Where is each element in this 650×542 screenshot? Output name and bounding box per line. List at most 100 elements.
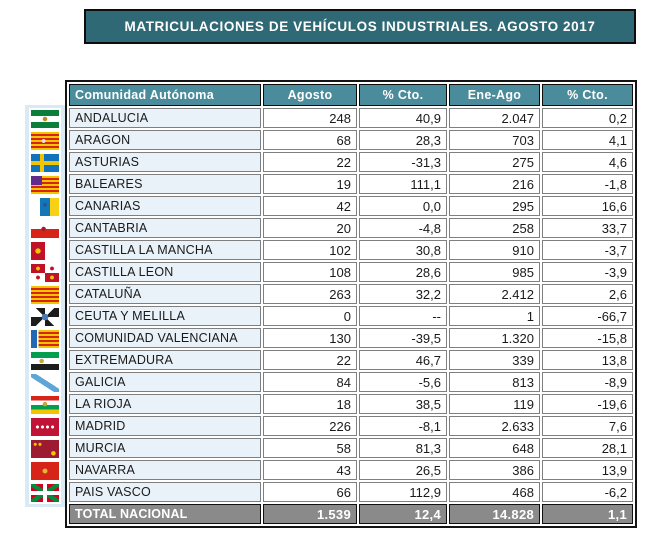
value-ene-ago: 2.412: [449, 284, 540, 304]
value-agosto: 0: [263, 306, 357, 326]
value-pct-cto-agosto: 0,0: [359, 196, 447, 216]
registrations-table: Comunidad Autónoma Agosto % Cto. Ene-Ago…: [65, 80, 637, 528]
table-row: PAIS VASCO 66 112,9 468 -6,2: [69, 482, 633, 502]
flag-galicia-icon: [31, 374, 59, 392]
value-ene-ago: 119: [449, 394, 540, 414]
value-ene-ago: 339: [449, 350, 540, 370]
value-ene-ago: 910: [449, 240, 540, 260]
flag-slot: [25, 196, 65, 218]
value-pct-cto-ene-ago: 16,6: [542, 196, 633, 216]
value-pct-cto-agosto: 111,1: [359, 174, 447, 194]
col-header-agosto: Agosto: [263, 84, 357, 106]
value-pct-cto-ene-ago: -15,8: [542, 328, 633, 348]
table-row: GALICIA 84 -5,6 813 -8,9: [69, 372, 633, 392]
total-ene-ago: 14.828: [449, 504, 540, 524]
value-ene-ago: 648: [449, 438, 540, 458]
flag-slot: [25, 262, 65, 284]
region-name: CANARIAS: [69, 196, 261, 216]
value-pct-cto-agosto: -39,5: [359, 328, 447, 348]
value-pct-cto-agosto: 38,5: [359, 394, 447, 414]
table-row: MURCIA 58 81,3 648 28,1: [69, 438, 633, 458]
region-name: ASTURIAS: [69, 152, 261, 172]
value-ene-ago: 1: [449, 306, 540, 326]
region-name: CASTILLA LEON: [69, 262, 261, 282]
value-pct-cto-agosto: 28,6: [359, 262, 447, 282]
table-row: BALEARES 19 111,1 216 -1,8: [69, 174, 633, 194]
value-pct-cto-ene-ago: -1,8: [542, 174, 633, 194]
value-pct-cto-ene-ago: -6,2: [542, 482, 633, 502]
flag-madrid-icon: [31, 418, 59, 436]
value-pct-cto-ene-ago: 2,6: [542, 284, 633, 304]
value-ene-ago: 386: [449, 460, 540, 480]
region-name: CEUTA Y MELILLA: [69, 306, 261, 326]
value-agosto: 19: [263, 174, 357, 194]
col-header-comunidad-autonoma: Comunidad Autónoma: [69, 84, 261, 106]
region-name: EXTREMADURA: [69, 350, 261, 370]
flag-slot: [25, 394, 65, 416]
value-pct-cto-ene-ago: 0,2: [542, 108, 633, 128]
value-pct-cto-agosto: -8,1: [359, 416, 447, 436]
table-row: EXTREMADURA 22 46,7 339 13,8: [69, 350, 633, 370]
total-pct-cto-ene-ago: 1,1: [542, 504, 633, 524]
region-name: ARAGON: [69, 130, 261, 150]
value-agosto: 130: [263, 328, 357, 348]
flag-slot: [25, 416, 65, 438]
value-agosto: 68: [263, 130, 357, 150]
total-agosto: 1.539: [263, 504, 357, 524]
value-ene-ago: 703: [449, 130, 540, 150]
table-body: ANDALUCIA 248 40,9 2.047 0,2 ARAGON 68 28,3 703 4…: [69, 108, 633, 502]
value-pct-cto-ene-ago: -3,9: [542, 262, 633, 282]
flag-pais-vasco-icon: [31, 484, 59, 502]
region-name: GALICIA: [69, 372, 261, 392]
table-row: CATALUÑA 263 32,2 2.412 2,6: [69, 284, 633, 304]
value-agosto: 66: [263, 482, 357, 502]
flag-slot: [25, 460, 65, 482]
flag-cantabria-icon: [31, 220, 59, 238]
flag-slot: [25, 328, 65, 350]
flag-slot: [25, 174, 65, 196]
table-row: LA RIOJA 18 38,5 119 -19,6: [69, 394, 633, 414]
value-pct-cto-agosto: -5,6: [359, 372, 447, 392]
value-agosto: 226: [263, 416, 357, 436]
value-ene-ago: 2.047: [449, 108, 540, 128]
value-pct-cto-ene-ago: 13,8: [542, 350, 633, 370]
region-name: COMUNIDAD VALENCIANA: [69, 328, 261, 348]
table-row: COMUNIDAD VALENCIANA 130 -39,5 1.320 -15,8: [69, 328, 633, 348]
value-ene-ago: 985: [449, 262, 540, 282]
value-agosto: 108: [263, 262, 357, 282]
col-header-pct-cto-agosto: % Cto.: [359, 84, 447, 106]
region-name: LA RIOJA: [69, 394, 261, 414]
value-pct-cto-agosto: 46,7: [359, 350, 447, 370]
value-agosto: 43: [263, 460, 357, 480]
flag-strip: [25, 105, 65, 507]
region-name: PAIS VASCO: [69, 482, 261, 502]
region-name: CATALUÑA: [69, 284, 261, 304]
flag-murcia-icon: [31, 440, 59, 458]
table-row: ASTURIAS 22 -31,3 275 4,6: [69, 152, 633, 172]
value-agosto: 22: [263, 350, 357, 370]
table-row: CASTILLA LEON 108 28,6 985 -3,9: [69, 262, 633, 282]
value-pct-cto-agosto: 81,3: [359, 438, 447, 458]
table-row: MADRID 226 -8,1 2.633 7,6: [69, 416, 633, 436]
table-row: CEUTA Y MELILLA 0 -- 1 -66,7: [69, 306, 633, 326]
value-pct-cto-ene-ago: -19,6: [542, 394, 633, 414]
flag-slot: [25, 152, 65, 174]
flag-valenciana-icon: [31, 330, 59, 348]
total-row: TOTAL NACIONAL 1.539 12,4 14.828 1,1: [69, 504, 633, 524]
total-pct-cto-agosto: 12,4: [359, 504, 447, 524]
region-name: MURCIA: [69, 438, 261, 458]
flag-slot: [25, 350, 65, 372]
flag-slot: [25, 240, 65, 262]
value-ene-ago: 216: [449, 174, 540, 194]
flag-la-rioja-icon: [31, 396, 59, 414]
table-row: CASTILLA LA MANCHA 102 30,8 910 -3,7: [69, 240, 633, 260]
region-name: MADRID: [69, 416, 261, 436]
value-pct-cto-agosto: -31,3: [359, 152, 447, 172]
table-row: CANTABRIA 20 -4,8 258 33,7: [69, 218, 633, 238]
flag-extremadura-icon: [31, 352, 59, 370]
value-agosto: 20: [263, 218, 357, 238]
value-pct-cto-ene-ago: 33,7: [542, 218, 633, 238]
value-ene-ago: 468: [449, 482, 540, 502]
flag-slot: [25, 130, 65, 152]
table-row: NAVARRA 43 26,5 386 13,9: [69, 460, 633, 480]
